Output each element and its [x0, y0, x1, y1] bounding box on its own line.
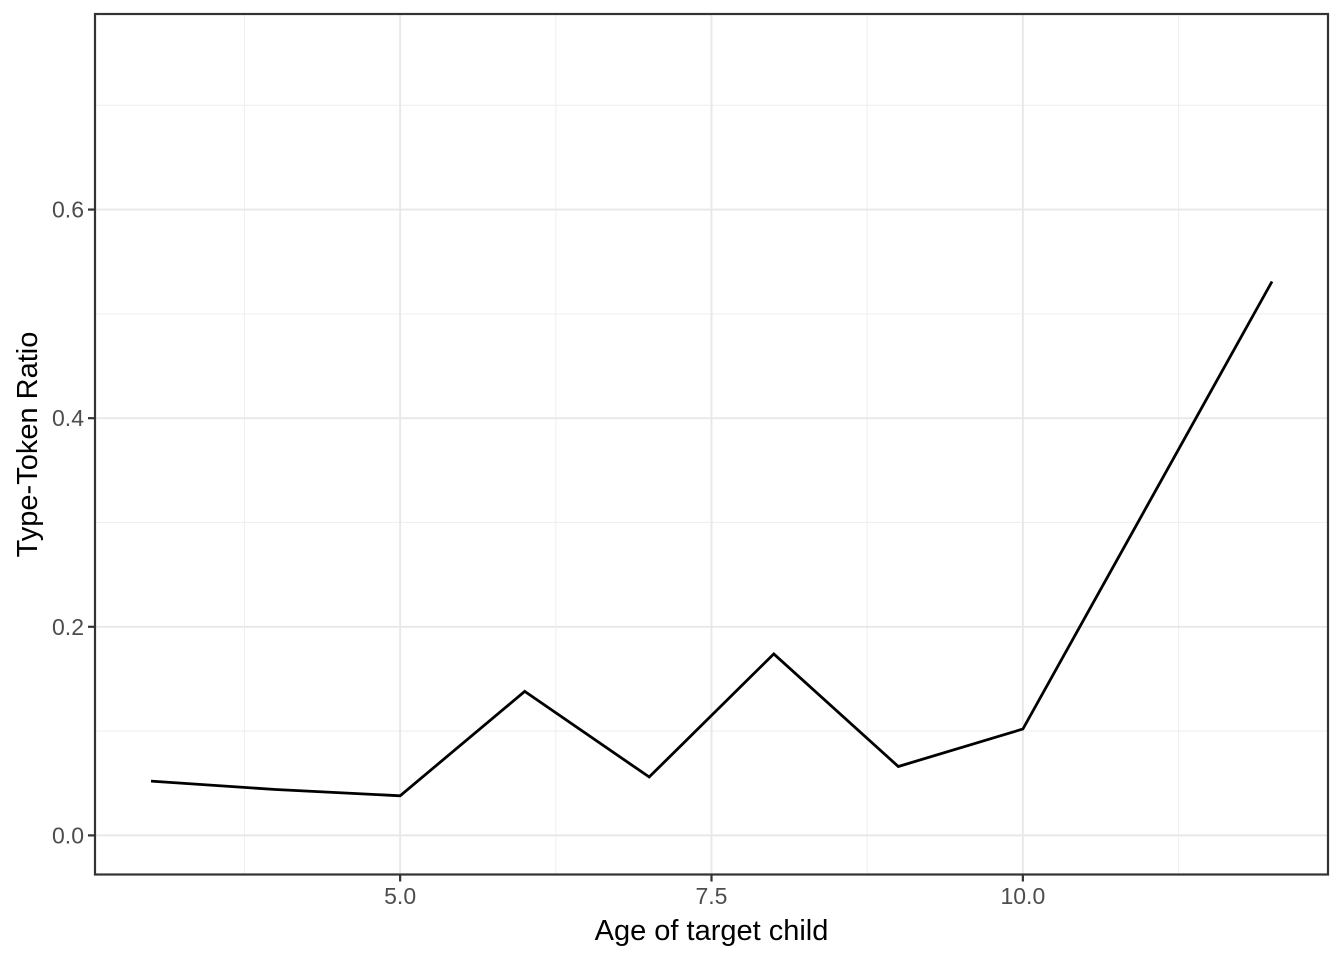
x-axis-title: Age of target child: [595, 915, 829, 947]
y-tick-label: 0.4: [52, 405, 84, 431]
y-tick-label: 0.0: [52, 822, 84, 848]
y-axis-title: Type-Token Ratio: [12, 332, 44, 558]
x-tick-label: 5.0: [384, 883, 416, 909]
x-tick-label: 7.5: [696, 883, 728, 909]
y-tick-label: 0.2: [52, 614, 84, 640]
y-tick-label: 0.6: [52, 197, 84, 223]
data-line: [150, 280, 1274, 798]
x-tick-label: 10.0: [1000, 883, 1045, 909]
